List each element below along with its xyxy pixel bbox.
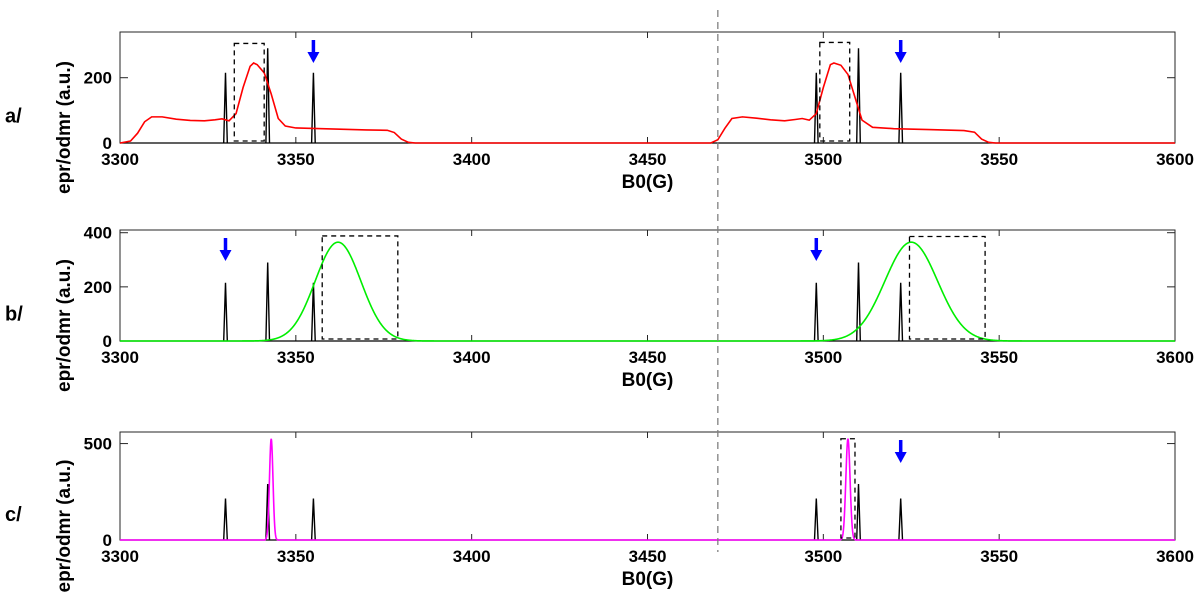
x-tick-label: 3600 (1156, 348, 1194, 367)
panel-label: c/ (5, 504, 22, 526)
x-tick-label: 3300 (101, 150, 139, 169)
epr-peak (310, 498, 316, 541)
panel-label: b/ (5, 304, 23, 326)
arrow-head (894, 52, 907, 63)
x-tick-label: 3400 (453, 547, 491, 566)
panel-label: a/ (5, 106, 22, 128)
x-tick-label: 3350 (277, 348, 315, 367)
epr-peak (813, 498, 819, 541)
epr-peak (856, 484, 861, 541)
epr-peak (223, 72, 228, 144)
epr-peak (898, 282, 904, 342)
y-tick-label: 400 (84, 224, 112, 243)
y-axis-label: epr/odmr (a.u.) (54, 459, 75, 592)
epr-peak (310, 72, 316, 144)
epr-peak (265, 484, 271, 541)
x-axis-label: B0(G) (622, 172, 674, 193)
arrow-head (810, 250, 823, 261)
x-tick-label: 3350 (277, 547, 315, 566)
x-tick-label: 3550 (980, 348, 1018, 367)
panel-0: 3300 3350 3400 3450 3500 3550 3600 0 200 B0(G) epr… (5, 31, 1194, 194)
epr-peak (223, 282, 228, 342)
epr-peak (265, 48, 271, 144)
y-tick-label: 0 (103, 134, 112, 153)
x-tick-label: 3450 (629, 150, 667, 169)
x-tick-label: 3300 (101, 547, 139, 566)
blue-arrow-icon (307, 40, 320, 63)
epr-peak (265, 262, 271, 342)
epr-series (120, 262, 1175, 342)
odmr-series (120, 438, 1175, 541)
x-tick-label: 3450 (629, 348, 667, 367)
epr-peak (310, 282, 316, 342)
epr-peak (898, 498, 904, 541)
y-axis-label: epr/odmr (a.u.) (54, 259, 75, 392)
x-tick-label: 3500 (804, 547, 842, 566)
y-tick-label: 500 (84, 435, 112, 454)
y-tick-label: 200 (84, 69, 112, 88)
odmr-series (120, 241, 1175, 342)
dashed-selection-box (908, 235, 986, 340)
y-tick-label: 0 (103, 332, 112, 351)
panel-2: 3300 3350 3400 3450 3500 3550 3600 0 500 B0(G) epr… (5, 431, 1194, 593)
arrow-head (307, 52, 320, 63)
x-tick-label: 3300 (101, 348, 139, 367)
epr-peak (223, 498, 228, 541)
panels: 3300 3350 3400 3450 3500 3550 3600 0 200 B0(G) epr… (5, 31, 1194, 593)
dashed-selection-box (233, 42, 265, 142)
epr-peak (813, 282, 819, 342)
epr-series (120, 48, 1175, 144)
x-tick-label: 3550 (980, 547, 1018, 566)
epr-series (120, 484, 1175, 541)
epr-peak (856, 48, 861, 144)
y-tick-label: 0 (103, 531, 112, 550)
x-tick-label: 3350 (277, 150, 315, 169)
blue-arrow-icon (810, 238, 823, 261)
dashed-selection-box (321, 235, 399, 340)
epr-peak (898, 72, 904, 144)
epr-peak (856, 262, 861, 342)
blue-arrow-icon (894, 440, 907, 463)
x-tick-label: 3550 (980, 150, 1018, 169)
x-tick-label: 3450 (629, 547, 667, 566)
arrow-head (894, 452, 907, 463)
x-tick-label: 3400 (453, 348, 491, 367)
plot-frame (119, 431, 1176, 541)
x-tick-label: 3500 (804, 150, 842, 169)
y-axis-label: epr/odmr (a.u.) (54, 61, 75, 194)
x-axis-label: B0(G) (622, 370, 674, 391)
y-tick-label: 200 (84, 278, 112, 297)
odmr-series (119, 62, 1175, 144)
x-axis-label: B0(G) (622, 569, 674, 590)
epr-peak (813, 72, 819, 144)
x-tick-label: 3600 (1156, 150, 1194, 169)
x-tick-label: 3500 (804, 348, 842, 367)
dashed-selection-box (819, 41, 851, 142)
x-tick-label: 3400 (453, 150, 491, 169)
plot-frame (119, 229, 1176, 342)
panel-1: 3300 3350 3400 3450 3500 3550 3600 0 200 400 B0(G)… (5, 224, 1194, 392)
x-tick-label: 3600 (1156, 547, 1194, 566)
plot-frame (119, 31, 1176, 144)
dashed-selection-box (840, 438, 856, 539)
arrow-head (219, 250, 232, 261)
blue-arrow-icon (894, 40, 907, 63)
blue-arrow-icon (219, 238, 232, 261)
